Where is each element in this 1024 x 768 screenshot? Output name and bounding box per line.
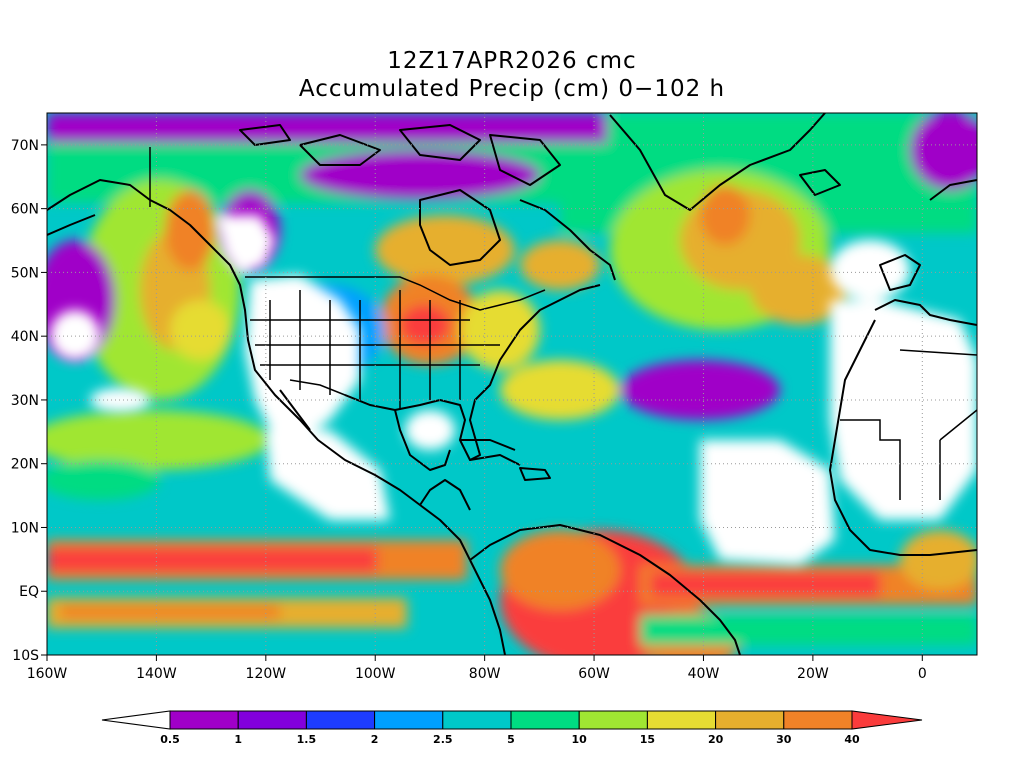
- precip-field: [47, 113, 977, 655]
- lat-tick-label: 50N: [11, 265, 39, 281]
- colorbar-label: 1: [234, 733, 242, 746]
- colorbar-segment: [374, 710, 444, 730]
- colorbar-label: 20: [708, 733, 724, 746]
- lat-tick-label: 60N: [11, 202, 39, 218]
- borders: [149, 147, 977, 500]
- colorbar-segment: [715, 710, 785, 730]
- lat-tick-label: 40N: [11, 329, 39, 345]
- colorbar-label: 2: [371, 733, 379, 746]
- plot-frame: [46, 112, 978, 656]
- colorbar-label: 15: [640, 733, 655, 746]
- colorbar-segment: [442, 710, 512, 730]
- map-subtitle: Accumulated Precip (cm) 0−102 h: [298, 76, 726, 102]
- lon-tick-label: 20W: [797, 666, 829, 682]
- lon-tick-label: 60W: [578, 666, 610, 682]
- colorbar-segment: [783, 710, 853, 730]
- colorbar-low-triangle: [101, 710, 171, 730]
- lat-tick-label: EQ: [19, 584, 39, 600]
- colorbar: 0.5 1 1.5 2 2.5 5 10 15 20 30 40: [101, 710, 923, 746]
- coastlines: [47, 113, 977, 655]
- colorbar-high-triangle: [851, 710, 923, 730]
- lat-tick-label: 20N: [11, 457, 39, 473]
- lat-tick-label: 10N: [11, 520, 39, 536]
- colorbar-label: 2.5: [433, 733, 453, 746]
- lon-tick-label: 0: [918, 666, 927, 682]
- lat-tick-label: 10S: [12, 648, 39, 664]
- colorbar-segment: [578, 710, 648, 730]
- colorbar-segment: [237, 710, 307, 730]
- lon-tick-label: 100W: [355, 666, 396, 682]
- lon-tick-label: 80W: [469, 666, 501, 682]
- lat-tick-label: 30N: [11, 393, 39, 409]
- colorbar-label: 40: [844, 733, 860, 746]
- map-title: 12Z17APR2026 cmc: [387, 48, 637, 74]
- colorbar-label: 5: [507, 733, 515, 746]
- lat-tick-label: 70N: [11, 138, 39, 154]
- lon-tick-label: 40W: [688, 666, 720, 682]
- colorbar-label: 0.5: [160, 733, 180, 746]
- lat-axis: 70N 60N 50N 40N 30N 20N 10N EQ 10S: [11, 138, 47, 664]
- colorbar-label: 10: [572, 733, 588, 746]
- colorbar-label: 30: [776, 733, 792, 746]
- colorbar-segment: [510, 710, 580, 730]
- lon-axis: 160W 140W 120W 100W 80W 60W 40W 20W 0: [27, 655, 927, 682]
- colorbar-segment: [646, 710, 717, 730]
- lon-tick-label: 140W: [136, 666, 177, 682]
- lon-tick-label: 160W: [27, 666, 68, 682]
- colorbar-segment: [305, 710, 376, 730]
- lon-tick-label: 120W: [246, 666, 287, 682]
- colorbar-segment: [169, 710, 239, 730]
- colorbar-label: 1.5: [297, 733, 317, 746]
